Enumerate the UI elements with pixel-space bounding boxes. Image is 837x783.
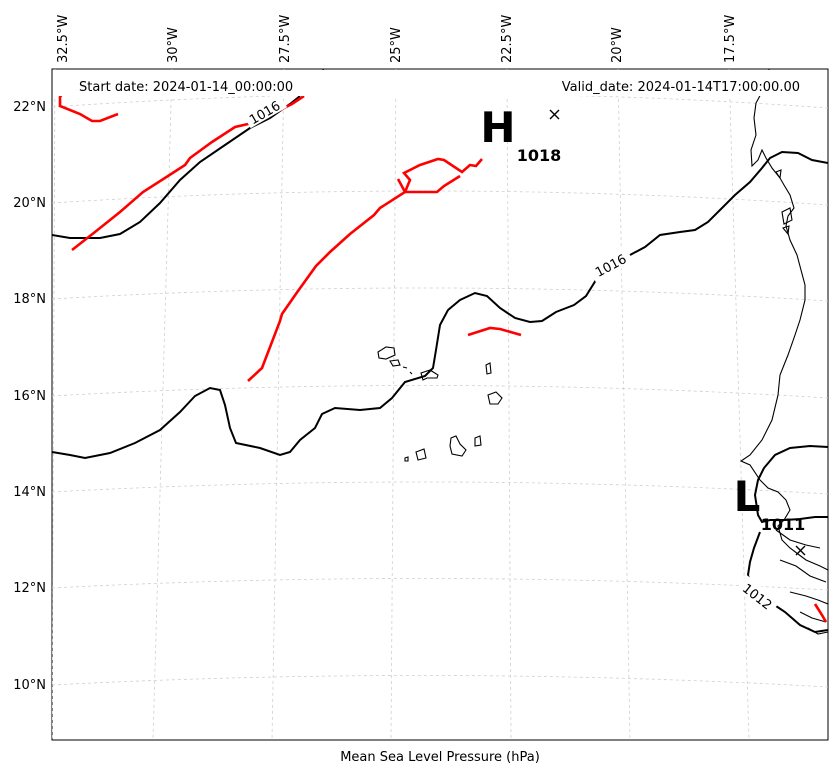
map-frame (51, 68, 829, 741)
lat-tick-label: 20°N (13, 196, 46, 211)
header-background (53, 70, 827, 96)
lon-tick-label: 20°W (610, 27, 625, 63)
lon-tick-label: 32.5°W (56, 15, 71, 63)
low-value: 1011 (761, 515, 806, 534)
isobar-1012 (753, 444, 828, 524)
lat-tick-label: 12°N (13, 581, 46, 596)
low-pressure-center: L 1011 (734, 472, 806, 556)
lon-tick-label: 17.5°W (723, 15, 738, 63)
start-date-label: Start date: 2024-01-14_00:00:00 (79, 80, 293, 95)
lat-tick-label: 10°N (13, 678, 46, 693)
longitude-ticks: 32.5°W 30°W 27.5°W 25°W 22.5°W 20°W 17.5… (56, 15, 738, 63)
lon-tick-label: 27.5°W (278, 15, 293, 63)
lon-tick-label: 30°W (166, 27, 181, 63)
lat-tick-label: 14°N (13, 485, 46, 500)
lat-tick-label: 18°N (13, 292, 46, 307)
cape-verde-islands (377, 346, 503, 462)
high-pressure-center: H 1018 (480, 103, 561, 165)
low-letter: L (734, 472, 761, 521)
lon-tick-label: 22.5°W (500, 15, 515, 63)
latitude-ticks: 22°N 20°N 18°N 16°N 14°N 12°N 10°N (13, 100, 46, 693)
map-xlabel: Mean Sea Level Pressure (hPa) (340, 750, 540, 765)
graticule (52, 69, 828, 740)
high-center-marker (549, 109, 560, 120)
valid-date-label: Valid_date: 2024-01-14T17:00:00.00 (562, 80, 800, 95)
isobar-1016-central (52, 150, 828, 460)
africa-coastline (739, 69, 828, 571)
isobar-1016-north (52, 95, 301, 239)
lon-tick-label: 25°W (389, 27, 404, 63)
lat-tick-label: 16°N (13, 389, 46, 404)
low-center-marker (795, 545, 806, 556)
high-letter: H (480, 103, 515, 152)
lat-tick-label: 22°N (13, 100, 46, 115)
high-value: 1018 (517, 146, 562, 165)
